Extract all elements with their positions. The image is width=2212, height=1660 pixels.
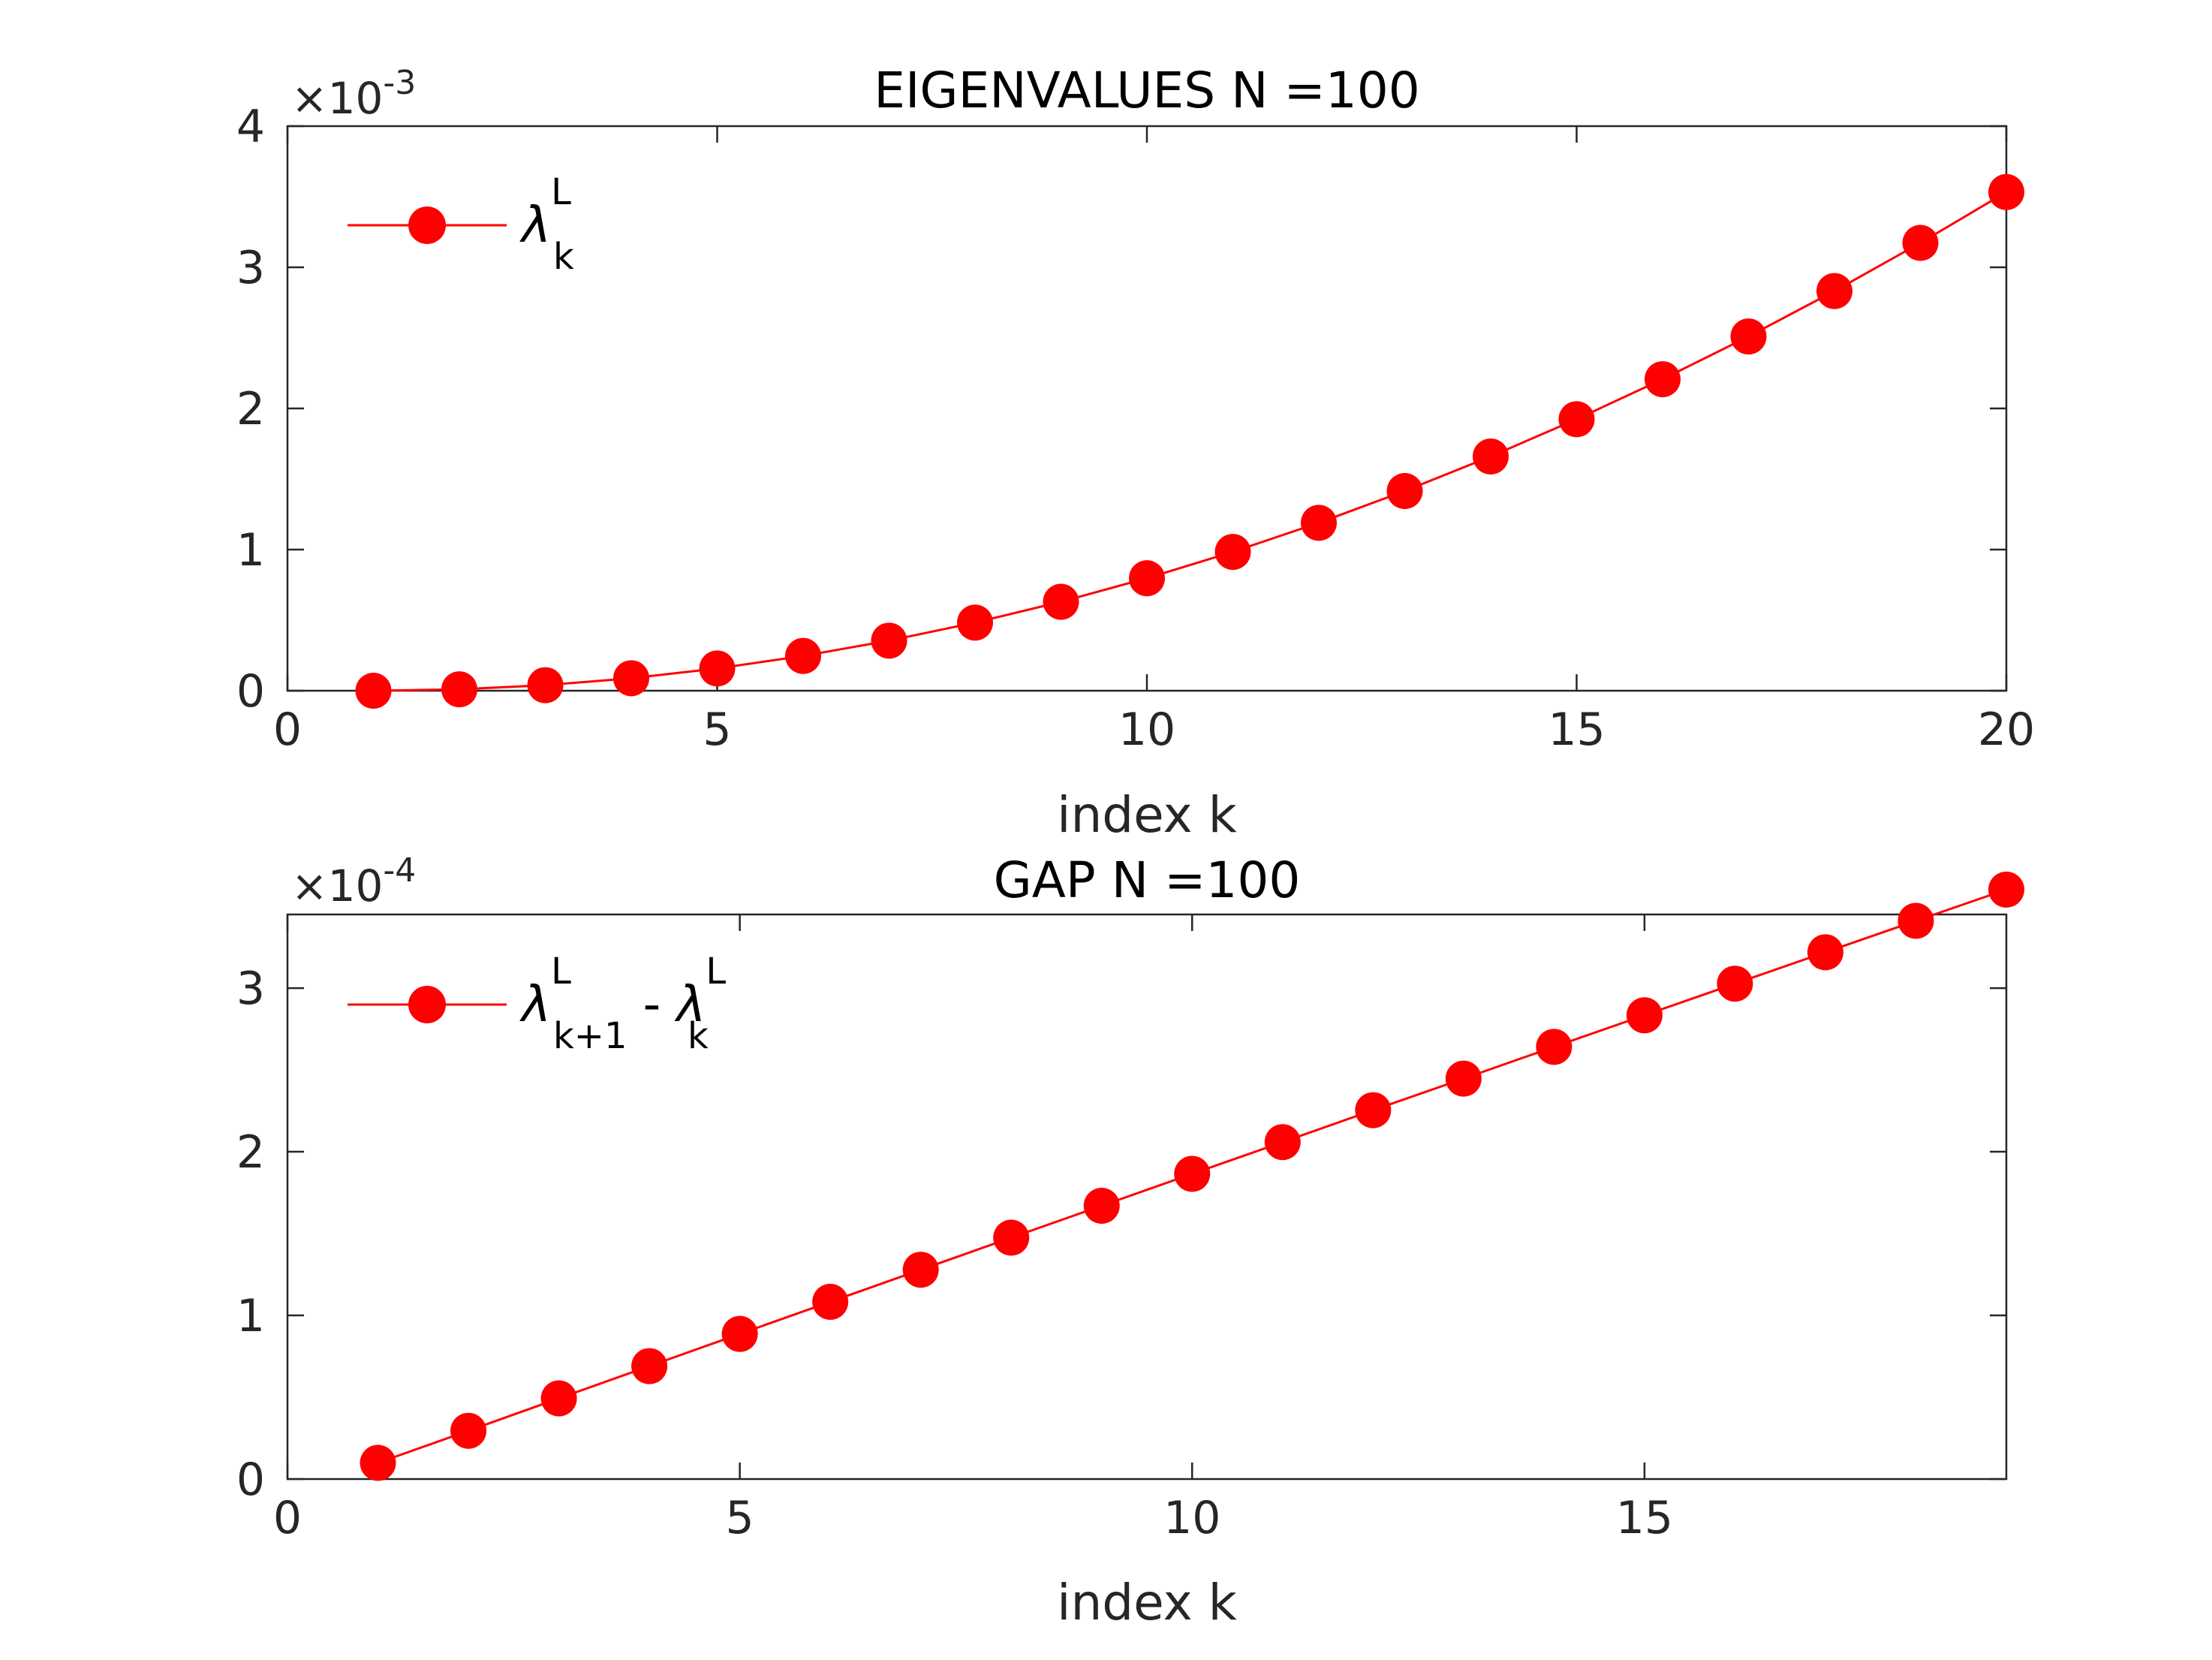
gap-data-point [1626, 997, 1663, 1034]
eigenvalues-data-point [1816, 273, 1852, 309]
eigenvalues-ticks: 0 5 10 15 20 0 1 2 3 4 [236, 101, 2035, 756]
gap-data-point [1445, 1060, 1482, 1097]
eigenvalues-ytick-label: 1 [236, 524, 265, 577]
gap-legend-symbol: λ [519, 975, 551, 1033]
gap-legend-minus: - [627, 975, 677, 1033]
gap-data-point [1355, 1092, 1392, 1128]
eigenvalues-legend: λL k [348, 171, 574, 278]
gap-xtick-label: 5 [726, 1492, 754, 1544]
gap-data-point [1807, 934, 1843, 971]
eigenvalues-series [355, 173, 2024, 709]
gap-xtick-label: 10 [1163, 1492, 1220, 1544]
gap-data-point [993, 1219, 1030, 1256]
gap-data-point [1898, 902, 1934, 939]
eigenvalues-plot-area [286, 125, 2008, 692]
gap-data-point [360, 1445, 396, 1481]
eigenvalues-xtick-label: 10 [1118, 703, 1175, 756]
gap-xtick-label: 15 [1616, 1492, 1673, 1544]
gap-data-point [1083, 1187, 1120, 1224]
eigenvalues-data-point [1214, 534, 1251, 571]
gap-legend-label: λL k+1 - λL k [519, 951, 726, 1057]
eigenvalues-data-point [1129, 560, 1165, 597]
gap-data-point [450, 1412, 487, 1449]
eigenvalues-data-point [527, 667, 564, 703]
gap-data-point [812, 1283, 849, 1320]
eigenvalues-data-point [1902, 224, 1939, 261]
gap-xlabel: index k [1057, 1574, 1238, 1631]
eigenvalues-y-multiplier: ×10-3 [291, 64, 416, 124]
eigenvalues-title: EIGENVALUES N =100 [874, 62, 1419, 119]
eigenvalues-data-point [1645, 361, 1681, 398]
gap-legend-subscript: k+1 [553, 1015, 627, 1057]
eigenvalues-data-point [1988, 173, 2024, 210]
eigenvalues-legend-marker [408, 206, 446, 244]
gap-ticks: 0 5 10 15 0 1 2 3 [236, 914, 2006, 1544]
eigenvalues-legend-subscript: k [553, 236, 574, 278]
eigenvalues-panel: EIGENVALUES N =100 index k ×10-3 0 5 10 15 2… [236, 62, 2035, 844]
eigenvalues-legend-symbol: λ [519, 196, 551, 254]
eigenvalues-legend-label: λL k [519, 171, 574, 278]
gap-plot-area [286, 913, 2008, 1481]
eigenvalues-data-point [785, 637, 821, 674]
gap-data-point [1264, 1124, 1301, 1161]
eigenvalues-ytick-label: 2 [236, 383, 265, 435]
eigenvalues-data-point [957, 604, 993, 641]
eigenvalues-data-point [1473, 438, 1509, 475]
gap-ytick-label: 0 [236, 1454, 265, 1506]
gap-data-point [540, 1380, 577, 1417]
eigenvalues-xtick-label: 5 [703, 703, 731, 756]
eigenvalues-data-point [1730, 318, 1767, 355]
gap-legend-superscript: L [551, 951, 571, 993]
gap-data-point [1717, 966, 1753, 1002]
gap-legend-symbol2: λ [674, 975, 706, 1033]
eigenvalues-data-point [699, 650, 736, 687]
eigenvalues-data-point [355, 673, 392, 709]
gap-data-point [721, 1315, 758, 1352]
eigenvalues-xtick-label: 20 [1978, 703, 2035, 756]
eigenvalues-data-point [441, 671, 477, 708]
gap-series [360, 871, 2024, 1481]
eigenvalues-legend-superscript: L [551, 171, 571, 213]
eigenvalues-ytick-label: 4 [236, 101, 265, 153]
gap-y-multiplier-exponent: -4 [383, 851, 416, 890]
gap-data-point [902, 1252, 939, 1288]
gap-y-multiplier-base: ×10 [291, 860, 383, 911]
eigenvalues-y-multiplier-base: ×10 [291, 73, 383, 124]
gap-ytick-label: 2 [236, 1126, 265, 1179]
gap-data-point [1988, 871, 2024, 908]
gap-ytick-label: 3 [236, 963, 265, 1015]
gap-y-multiplier: ×10-4 [291, 851, 416, 911]
gap-data-point [631, 1348, 668, 1384]
eigenvalues-data-point [613, 660, 649, 697]
eigenvalues-xlabel: index k [1057, 786, 1238, 844]
gap-data-point [1174, 1155, 1211, 1192]
eigenvalues-data-point [1301, 505, 1337, 541]
gap-legend-superscript2: L [706, 951, 726, 993]
gap-xtick-label: 0 [273, 1492, 302, 1544]
eigenvalues-data-point [1043, 583, 1079, 620]
gap-legend-subscript2: k [688, 1015, 709, 1057]
gap-data-point [1536, 1029, 1572, 1065]
eigenvalues-data-point [1386, 472, 1423, 509]
eigenvalues-xtick-label: 0 [273, 703, 302, 756]
gap-legend: λL k+1 - λL k [348, 951, 726, 1057]
gap-legend-marker [408, 986, 446, 1023]
gap-title: GAP N =100 [994, 851, 1301, 909]
eigenvalues-xtick-label: 15 [1548, 703, 1605, 756]
gap-ytick-label: 1 [236, 1290, 265, 1342]
eigenvalues-ytick-label: 0 [236, 665, 265, 718]
eigenvalues-data-point [871, 622, 907, 659]
eigenvalues-y-multiplier-exponent: -3 [383, 64, 416, 102]
eigenvalues-data-point [1558, 401, 1595, 438]
eigenvalues-ytick-label: 3 [236, 242, 265, 294]
